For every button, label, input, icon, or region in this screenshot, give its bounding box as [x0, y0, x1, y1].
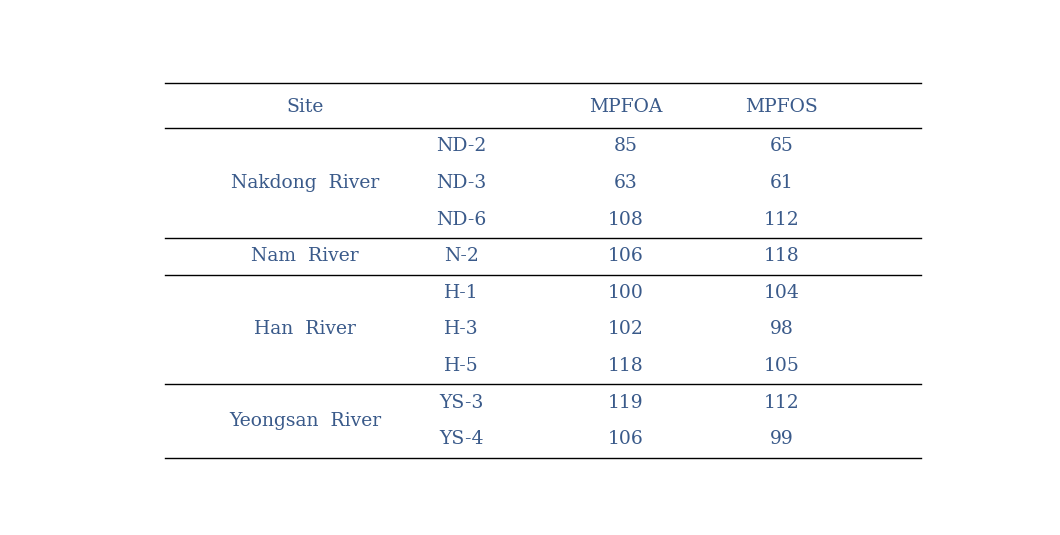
Text: 61: 61: [770, 174, 793, 192]
Text: 119: 119: [607, 394, 643, 412]
Text: 118: 118: [607, 357, 643, 375]
Text: 112: 112: [763, 394, 799, 412]
Text: Nam  River: Nam River: [251, 247, 359, 265]
Text: 108: 108: [607, 211, 643, 228]
Text: YS-4: YS-4: [439, 430, 483, 448]
Text: 100: 100: [607, 284, 643, 302]
Text: 112: 112: [763, 211, 799, 228]
Text: Yeongsan  River: Yeongsan River: [229, 412, 382, 430]
Text: ND-3: ND-3: [436, 174, 487, 192]
Text: 99: 99: [770, 430, 793, 448]
Text: H-3: H-3: [444, 320, 478, 339]
Text: 106: 106: [607, 247, 643, 265]
Text: 98: 98: [770, 320, 794, 339]
Text: ND-2: ND-2: [436, 137, 487, 155]
Text: N-2: N-2: [444, 247, 478, 265]
Text: Site: Site: [286, 98, 323, 117]
Text: H-5: H-5: [444, 357, 478, 375]
Text: 102: 102: [607, 320, 643, 339]
Text: 118: 118: [763, 247, 799, 265]
Text: 105: 105: [763, 357, 799, 375]
Text: Nakdong  River: Nakdong River: [231, 174, 379, 192]
Text: H-1: H-1: [444, 284, 478, 302]
Text: 106: 106: [607, 430, 643, 448]
Text: 85: 85: [614, 137, 637, 155]
Text: 63: 63: [614, 174, 637, 192]
Text: Han  River: Han River: [254, 320, 356, 339]
Text: 65: 65: [770, 137, 794, 155]
Text: MPFOA: MPFOA: [588, 98, 662, 117]
Text: YS-3: YS-3: [439, 394, 483, 412]
Text: MPFOS: MPFOS: [745, 98, 818, 117]
Text: 104: 104: [763, 284, 799, 302]
Text: ND-6: ND-6: [436, 211, 487, 228]
